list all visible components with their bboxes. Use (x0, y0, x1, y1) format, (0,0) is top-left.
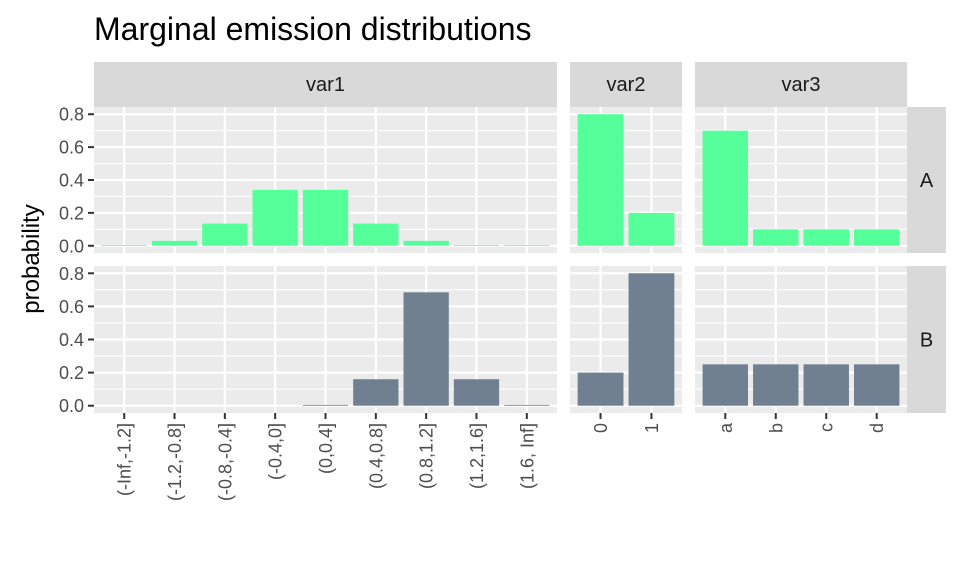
bar-a-var1-0-8-1-2 (403, 240, 449, 246)
x-tick-label: 1 (642, 423, 662, 433)
bar-a-var1-1-2-1-6 (453, 244, 500, 246)
x-axis-var3: a b c d (716, 413, 887, 433)
bar-b-var3-c (803, 364, 849, 406)
facet-panels (94, 107, 907, 413)
bar-b-var1-1-2-1-6 (453, 379, 500, 406)
y-tick-label: 0.4 (59, 330, 84, 350)
facet-strip-label-b: B (920, 330, 933, 352)
x-tick-label: d (867, 423, 887, 433)
bar-b-var3-a (702, 364, 748, 406)
bar-b-var2-1 (628, 273, 675, 406)
x-axis-var1: (-Inf,-1.2] (-1.2,-0.8] (-0.8,-0.4] (-0.4,0… (115, 413, 537, 501)
x-tick-label: (0.4,0.8] (366, 423, 386, 489)
facet-strip-b (907, 266, 946, 413)
facet-strips: var1 var2 var3 A B (94, 62, 946, 413)
x-tick-label: (-1.2,-0.8] (165, 423, 185, 501)
x-tick-label: (-0.4,0] (266, 423, 286, 480)
chart-title: Marginal emission distributions (94, 11, 532, 47)
facet-strip-var2 (570, 62, 682, 107)
facet-strip-a (907, 107, 946, 253)
x-tick-label: c (817, 423, 837, 432)
bar-b-var3-d (854, 364, 900, 406)
x-tick-label: (1.6, Inf] (517, 423, 537, 489)
bar-a-var1-0-8-0-4 (202, 223, 248, 246)
x-tick-label: (0.8,1.2] (417, 423, 437, 489)
y-tick-label: 0.6 (59, 297, 84, 317)
facet-strip-var3 (695, 62, 907, 107)
panel-b-var1 (94, 266, 557, 413)
panel-b-var3 (695, 266, 907, 413)
bar-a-var1-1-2-0-8 (151, 240, 198, 246)
y-tick-label: 0.2 (59, 363, 84, 383)
bar-a-var3-c (803, 229, 849, 246)
panel-b-var2 (570, 266, 682, 413)
y-tick-label: 0.4 (59, 171, 84, 191)
facet-strip-var1 (94, 62, 557, 107)
panel-a-var2 (570, 107, 682, 253)
bar-b-var3-b (753, 364, 799, 406)
bar-b-var1-0-4-0-8 (353, 379, 399, 406)
facet-strip-label-var2: var2 (607, 74, 646, 96)
axes: 0.0 0.2 0.4 0.6 0.8 0.0 0.2 0.4 0.6 0.8 (-Inf,-1.2… (59, 105, 887, 501)
bar-a-var3-a (702, 130, 748, 246)
y-axis-b: 0.0 0.2 0.4 0.6 0.8 (59, 264, 94, 416)
y-tick-label: 0.8 (59, 264, 84, 284)
panel-a-var3 (695, 107, 907, 253)
bar-a-var1-0-0-4 (302, 189, 349, 246)
y-tick-label: 0.0 (59, 236, 84, 256)
bar-a-var1-0-4-0 (252, 189, 298, 246)
bar-a-var2-1 (628, 212, 675, 246)
facet-strip-label-var3: var3 (782, 74, 821, 96)
y-axis-a: 0.0 0.2 0.4 0.6 0.8 (59, 105, 94, 256)
facet-strip-label-a: A (920, 170, 934, 192)
bar-a-var3-b (753, 229, 799, 246)
x-tick-label: b (766, 423, 786, 433)
bar-a-var3-d (854, 229, 900, 246)
bar-a-var1-inf-1-2 (101, 244, 147, 246)
x-tick-label: (0,0.4] (316, 423, 336, 474)
y-tick-label: 0.8 (59, 105, 84, 125)
facet-strip-label-var1: var1 (306, 74, 345, 96)
bar-b-var2-0 (577, 372, 624, 406)
x-tick-label: 0 (591, 423, 611, 433)
y-tick-label: 0.0 (59, 396, 84, 416)
panel-a-var1 (94, 107, 557, 253)
bar-a-var1-0-4-0-8 (353, 223, 399, 246)
bar-b-var1-1-6-inf (504, 404, 550, 406)
bar-a-var1-1-6-inf (504, 244, 550, 246)
x-tick-label: a (716, 422, 736, 433)
x-tick-label: (1.2,1.6] (467, 423, 487, 489)
x-tick-label: (-Inf,-1.2] (115, 423, 135, 496)
y-tick-label: 0.6 (59, 138, 84, 158)
x-tick-label: (-0.8,-0.4] (215, 423, 235, 501)
bar-b-var1-0-8-1-2 (403, 292, 449, 406)
y-axis-title: probability (18, 204, 45, 313)
bar-a-var2-0 (577, 114, 624, 246)
bar-b-var1-0-0-4 (302, 404, 349, 406)
y-tick-label: 0.2 (59, 203, 84, 223)
